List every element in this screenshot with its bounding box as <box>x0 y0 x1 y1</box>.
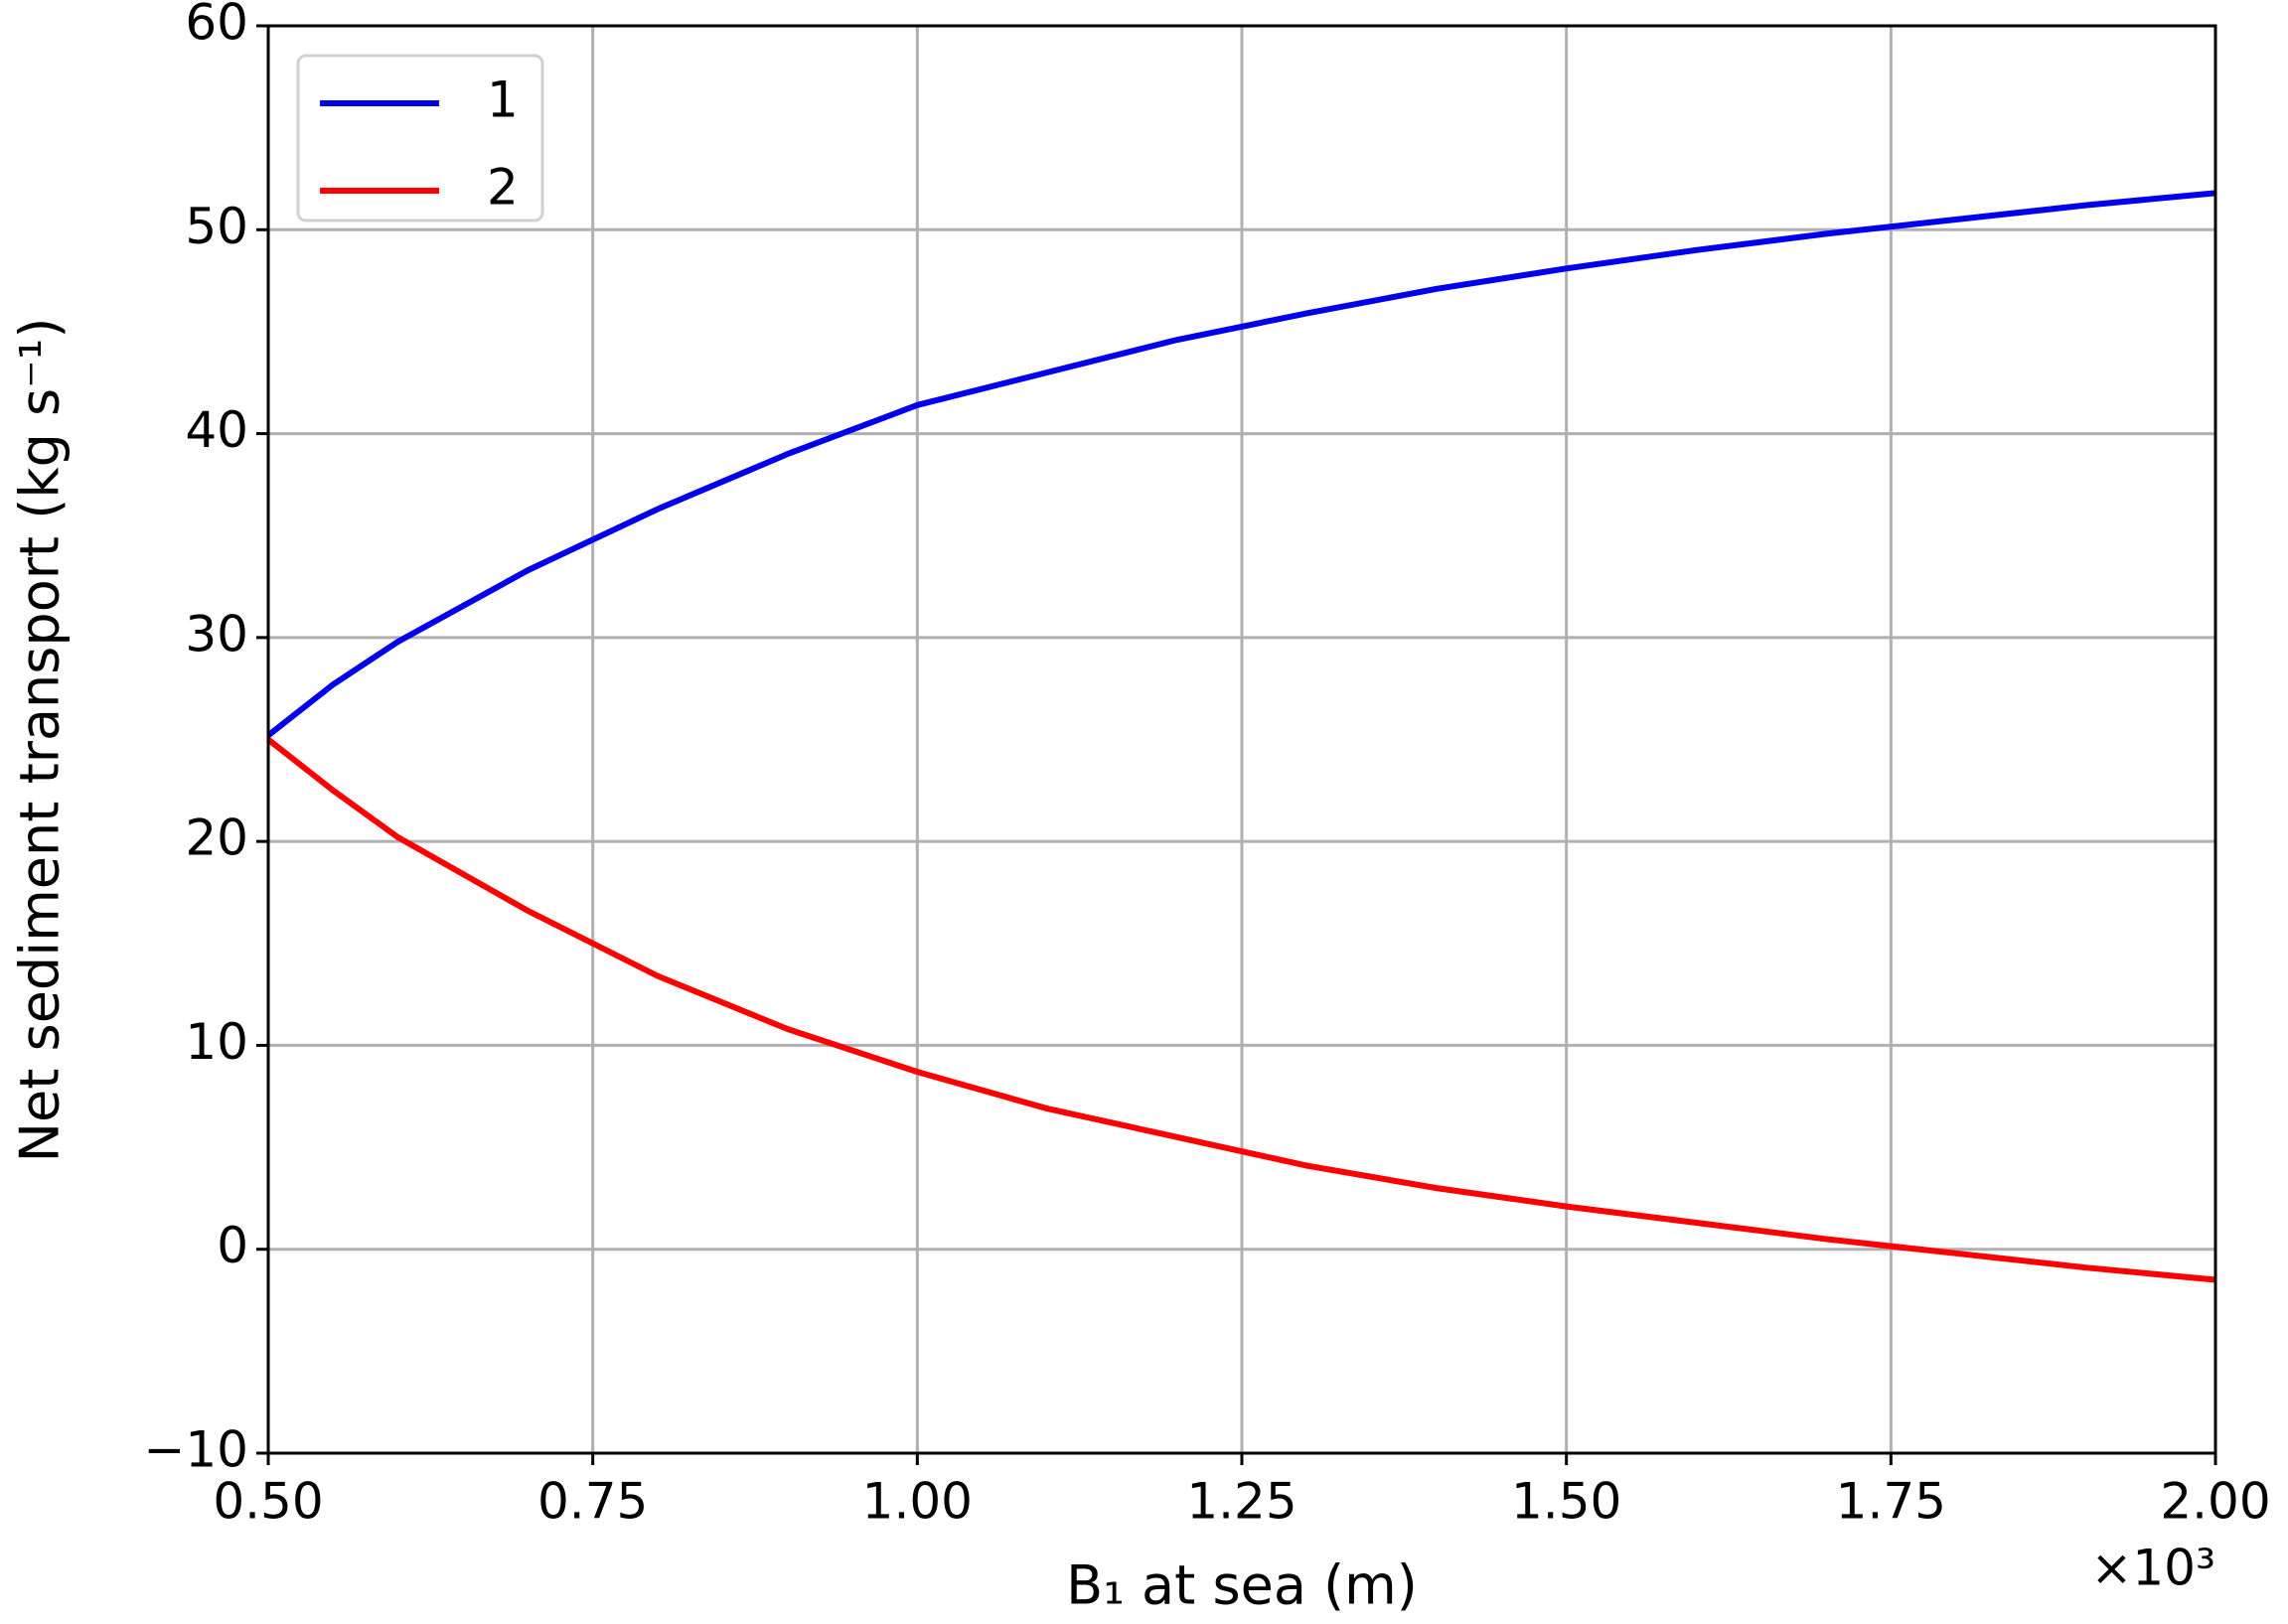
x-tick-label: 2.00 <box>2160 1473 2270 1531</box>
y-tick-label: 50 <box>185 198 248 255</box>
y-tick-label: 10 <box>185 1013 248 1071</box>
y-axis-label: Net sediment transport (kg s⁻¹) <box>9 318 72 1163</box>
y-tick-label: 20 <box>185 810 248 867</box>
legend-label: 1 <box>487 72 519 129</box>
x-tick-label: 1.75 <box>1836 1473 1946 1531</box>
data-line <box>266 190 2216 738</box>
x-offset-label: ×10³ <box>2090 1540 2215 1597</box>
y-tick-label: 30 <box>185 605 248 663</box>
y-tick-label: −10 <box>143 1421 248 1479</box>
plot-frame <box>266 24 2217 1455</box>
legend-label: 2 <box>487 159 519 217</box>
y-tick-label: 40 <box>185 401 248 459</box>
x-tick-label: 1.00 <box>862 1473 973 1531</box>
data-line <box>266 737 2216 1283</box>
y-tick-label: 60 <box>185 0 248 52</box>
x-tick-label: 1.25 <box>1186 1473 1297 1531</box>
x-axis-label: B₁ at sea (m) <box>1066 1554 1418 1617</box>
x-tick-label: 0.75 <box>537 1473 648 1531</box>
y-tick-label: 0 <box>217 1217 248 1274</box>
legend-box <box>296 54 544 222</box>
x-tick-label: 0.50 <box>213 1473 323 1531</box>
x-tick-label: 1.50 <box>1511 1473 1621 1531</box>
